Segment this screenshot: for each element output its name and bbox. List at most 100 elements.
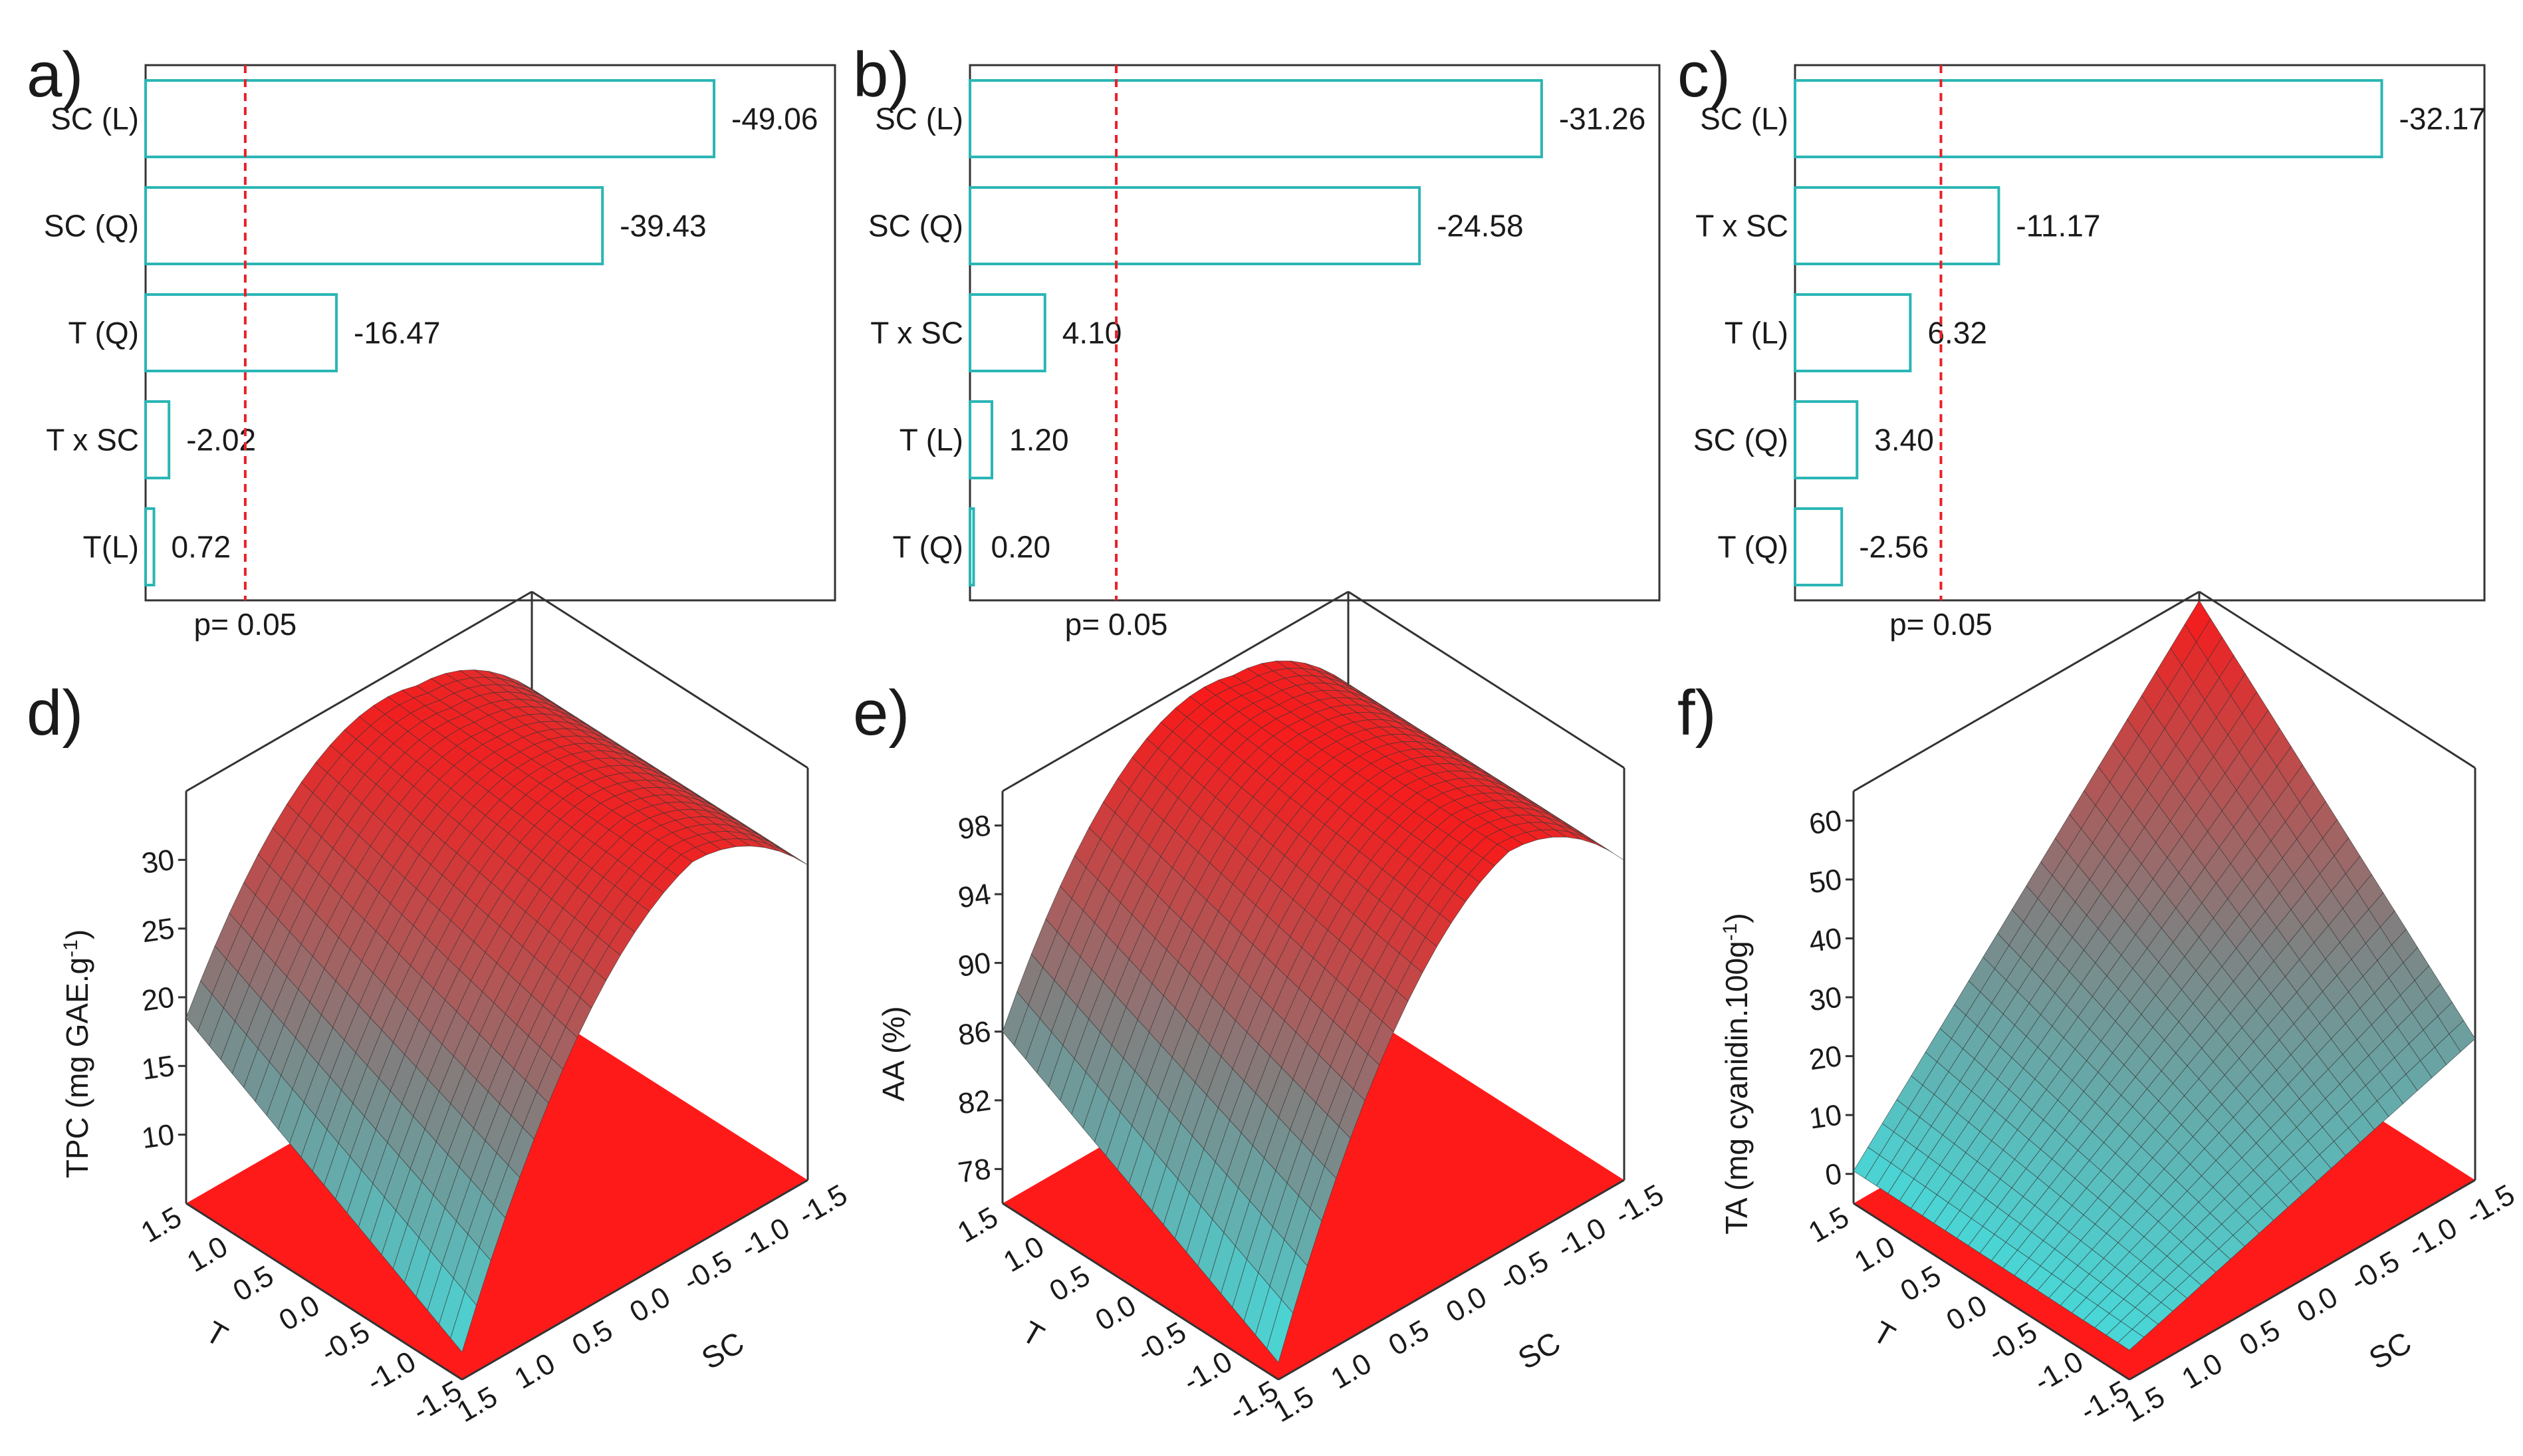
surface-cell-d — [767, 843, 794, 858]
z-axis-label-f-end: ) — [1719, 913, 1754, 923]
pareto-chart-a: a) SC (L) -49.06 SC (Q) -39.43 T (Q) -16.47 T … — [27, 39, 836, 642]
x-axis-label-e: T — [1017, 1314, 1050, 1354]
surface-group-d: 10152025301.51.00.50.0-0.5-1.0-1.51.51.0… — [136, 590, 853, 1429]
y-axis-label-e: SC — [1512, 1325, 1566, 1376]
y-tick-label-d-5: -1.0 — [735, 1211, 795, 1265]
top-edge-right-d — [531, 590, 808, 769]
x-tick-label-f-3: 0.0 — [1941, 1288, 1992, 1337]
y-axis-label-d: SC — [695, 1325, 749, 1376]
z-axis-label-e: AA (%) — [876, 1006, 911, 1101]
top-edge-left-d — [185, 590, 533, 792]
x-tick-label-d-1: 1.0 — [181, 1230, 233, 1278]
bar-a-3 — [144, 400, 171, 479]
x-tick-label-d-4: -0.5 — [315, 1316, 375, 1369]
x-tick-label-d-3: 0.0 — [274, 1288, 325, 1337]
plot-frame-a — [144, 64, 836, 602]
bar-c-3 — [1794, 400, 1859, 479]
y-tick-label-d-3: 0.0 — [624, 1280, 675, 1329]
value-label-c-1: -11.17 — [2016, 209, 2100, 243]
z-tick-label-f-3: 30 — [1807, 981, 1844, 1017]
panel-letter-b: b) — [853, 39, 909, 110]
category-label-a-0: SC (L) — [51, 102, 139, 136]
z-axis-label-d-end: ) — [60, 929, 94, 939]
base-edge-SC-d — [461, 1179, 808, 1381]
x-tick-label-f-4: -0.5 — [1982, 1316, 2042, 1369]
value-label-a-3: -2.02 — [186, 423, 256, 457]
surface-group-f: 01020304050601.51.00.50.0-0.5-1.0-1.51.5… — [1803, 590, 2520, 1429]
z-tick-label-f-6: 60 — [1807, 804, 1844, 841]
surface-cell-f — [2449, 1020, 2476, 1052]
x-tick-label-e-0: 1.5 — [952, 1201, 1003, 1249]
value-label-b-0: -31.26 — [1559, 102, 1645, 136]
x-tick-label-e-3: 0.0 — [1090, 1288, 1141, 1337]
panel-letter-e: e) — [853, 677, 909, 749]
z-axis-label-d-main: TPC (mg GAE.g — [60, 957, 94, 1178]
x-tick-label-d-5: -1.0 — [361, 1345, 421, 1398]
value-label-c-4: -2.56 — [1859, 530, 1929, 564]
bar-a-0 — [144, 79, 716, 158]
y-tick-label-d-1: 1.0 — [509, 1347, 560, 1395]
bar-b-1 — [969, 186, 1421, 265]
y-tick-label-f-0: 1.5 — [2119, 1380, 2170, 1429]
z-tick-label-e-1: 82 — [956, 1084, 993, 1120]
top-edge-right-e — [1348, 590, 1625, 769]
x-tick-label-d-2: 0.5 — [227, 1259, 279, 1308]
category-label-c-1: T x SC — [1695, 209, 1788, 243]
top-edge-right-f — [2199, 590, 2476, 769]
surface-plot-f: f) 01020304050601.51.00.50.0-0.5-1.0-1.5… — [1677, 590, 2520, 1429]
bar-a-1 — [144, 186, 604, 265]
panel-letter-a: a) — [27, 39, 83, 110]
bar-b-4 — [969, 507, 975, 586]
p-value-label-c: p= 0.05 — [1889, 607, 1992, 642]
category-label-a-1: SC (Q) — [44, 209, 139, 243]
category-label-c-2: T (L) — [1725, 316, 1788, 350]
p-value-label-a: p= 0.05 — [194, 607, 297, 642]
bar-b-0 — [969, 79, 1543, 158]
bar-b-2 — [969, 293, 1046, 372]
bar-c-1 — [1794, 186, 2000, 265]
bar-c-2 — [1794, 293, 1912, 372]
base-edge-T-f — [1853, 1202, 2130, 1381]
z-tick-label-f-4: 40 — [1807, 922, 1844, 959]
x-tick-label-e-1: 1.0 — [998, 1230, 1049, 1278]
category-label-b-3: T (L) — [900, 423, 963, 457]
category-label-a-4: T(L) — [83, 530, 139, 564]
x-axis-label-d: T — [200, 1314, 233, 1354]
bar-a-4 — [144, 507, 156, 586]
category-label-a-2: T (Q) — [68, 316, 139, 350]
z-axis-label-f-sup: -1 — [1719, 923, 1741, 941]
category-label-c-3: SC (Q) — [1693, 423, 1788, 457]
y-tick-label-e-6: -1.5 — [1610, 1178, 1669, 1231]
z-axis-label-f: TA (mg cyanidin.100g-1) — [1719, 913, 1754, 1235]
y-tick-label-f-2: 0.5 — [2234, 1314, 2285, 1362]
z-tick-label-d-4: 30 — [140, 844, 176, 880]
y-tick-label-d-0: 1.5 — [451, 1380, 503, 1429]
bar-c-0 — [1794, 79, 2383, 158]
z-tick-label-d-0: 10 — [140, 1118, 176, 1155]
value-label-c-2: 6.32 — [1927, 316, 1987, 350]
base-edge-T-d — [185, 1202, 463, 1381]
x-tick-label-f-0: 1.5 — [1803, 1201, 1854, 1249]
value-label-a-2: -16.47 — [354, 316, 440, 350]
value-label-b-3: 1.20 — [1009, 423, 1069, 457]
x-tick-label-d-0: 1.5 — [136, 1201, 187, 1249]
value-label-c-0: -32.17 — [2399, 102, 2486, 136]
bar-group-a: SC (L) -49.06 SC (Q) -39.43 T (Q) -16.47 T x S… — [44, 79, 818, 586]
value-label-a-4: 0.72 — [172, 530, 231, 564]
category-label-b-4: T (Q) — [893, 530, 963, 564]
value-label-b-2: 4.10 — [1062, 316, 1122, 350]
value-label-c-3: 3.40 — [1874, 423, 1934, 457]
top-edge-left-f — [1853, 590, 2200, 792]
z-axis-label-d-sup: -1 — [60, 939, 82, 957]
bar-a-2 — [144, 293, 338, 372]
value-label-b-1: -24.58 — [1437, 209, 1523, 243]
panel-letter-c: c) — [1677, 39, 1731, 110]
z-tick-label-f-0: 0 — [1823, 1157, 1844, 1192]
y-tick-label-f-5: -1.0 — [2403, 1211, 2463, 1265]
value-label-b-4: 0.20 — [991, 530, 1051, 564]
x-tick-label-f-2: 0.5 — [1895, 1259, 1946, 1308]
y-tick-label-e-2: 0.5 — [1383, 1314, 1434, 1362]
z-axis-label-f-main: TA (mg cyanidin.100g — [1719, 941, 1754, 1235]
panel-letter-d: d) — [27, 677, 83, 749]
y-tick-label-e-4: -0.5 — [1494, 1245, 1554, 1298]
